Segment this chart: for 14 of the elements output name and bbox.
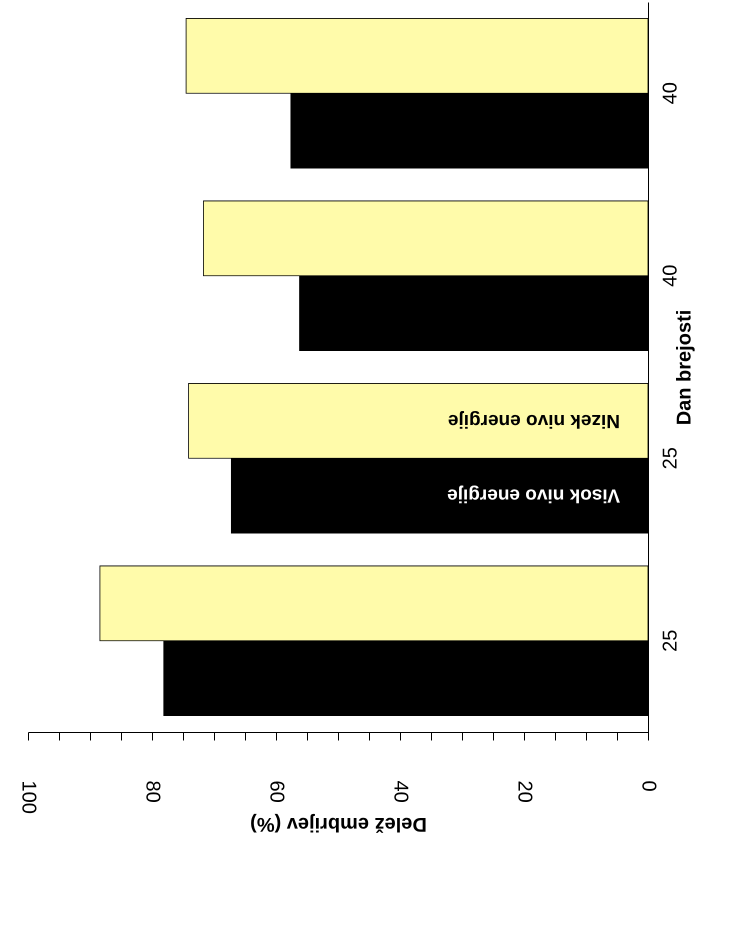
y-tick-label: 25 bbox=[660, 630, 682, 652]
y-tick-label: 40 bbox=[660, 264, 682, 287]
x-tick-label: 0 bbox=[638, 780, 660, 792]
x-axis-title: Delež embrijev (%) bbox=[250, 812, 427, 835]
series-label: Nizek nivo energije bbox=[448, 410, 620, 431]
y-tick-label: 40 bbox=[660, 82, 682, 104]
x-tick-label: 20 bbox=[514, 780, 536, 803]
series-label: Visok nivo energije bbox=[447, 484, 620, 506]
x-tick-label: 80 bbox=[142, 780, 164, 803]
y-tick-label: 25 bbox=[660, 447, 682, 470]
x-tick-label: 40 bbox=[390, 780, 412, 803]
x-tick-label: 60 bbox=[266, 780, 288, 803]
y-axis-title: Dan brejosti bbox=[674, 310, 696, 426]
x-tick-label: 100 bbox=[18, 780, 40, 814]
